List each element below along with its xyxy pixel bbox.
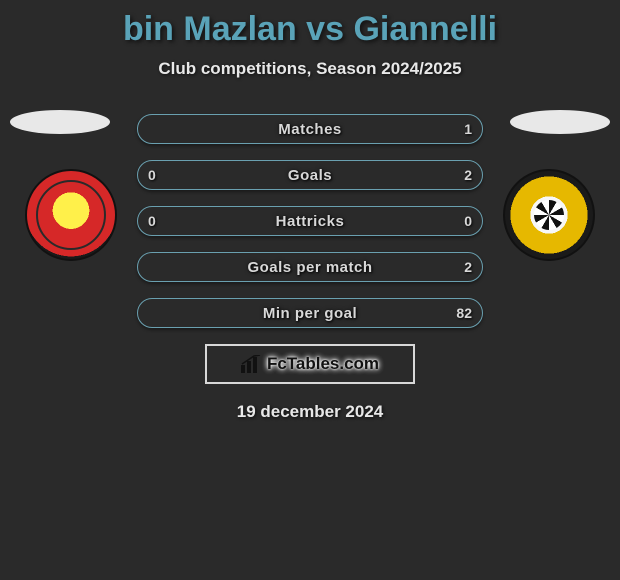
stat-value-right: 82 (456, 305, 472, 321)
stat-value-left: 0 (148, 213, 156, 229)
stat-value-right: 2 (464, 167, 472, 183)
page-subtitle: Club competitions, Season 2024/2025 (0, 59, 620, 79)
chart-icon (241, 355, 263, 373)
stat-row: 0 Hattricks 0 (137, 206, 483, 236)
date-label: 19 december 2024 (0, 402, 620, 422)
stat-label: Hattricks (276, 213, 345, 230)
stats-area: Matches 1 0 Goals 2 0 Hattricks 0 Goals … (0, 114, 620, 328)
stat-row: Goals per match 2 (137, 252, 483, 282)
stat-label: Goals (288, 167, 332, 184)
stat-label: Goals per match (247, 259, 372, 276)
stat-value-right: 2 (464, 259, 472, 275)
stat-row: Min per goal 82 (137, 298, 483, 328)
page-title: bin Mazlan vs Giannelli (0, 0, 620, 49)
stat-value-left: 0 (148, 167, 156, 183)
stat-label: Min per goal (263, 305, 357, 322)
player-right-plinth (510, 110, 610, 134)
stat-row: 0 Goals 2 (137, 160, 483, 190)
stat-value-right: 1 (464, 121, 472, 137)
stat-row: Matches 1 (137, 114, 483, 144)
stat-label: Matches (278, 121, 342, 138)
club-crest-right (503, 169, 595, 261)
stat-value-right: 0 (464, 213, 472, 229)
branding-badge: FcTables.com (205, 344, 415, 384)
branding-text: FcTables.com (267, 354, 379, 374)
stats-rows: Matches 1 0 Goals 2 0 Hattricks 0 Goals … (137, 114, 483, 328)
player-left-plinth (10, 110, 110, 134)
club-crest-left (25, 169, 117, 261)
